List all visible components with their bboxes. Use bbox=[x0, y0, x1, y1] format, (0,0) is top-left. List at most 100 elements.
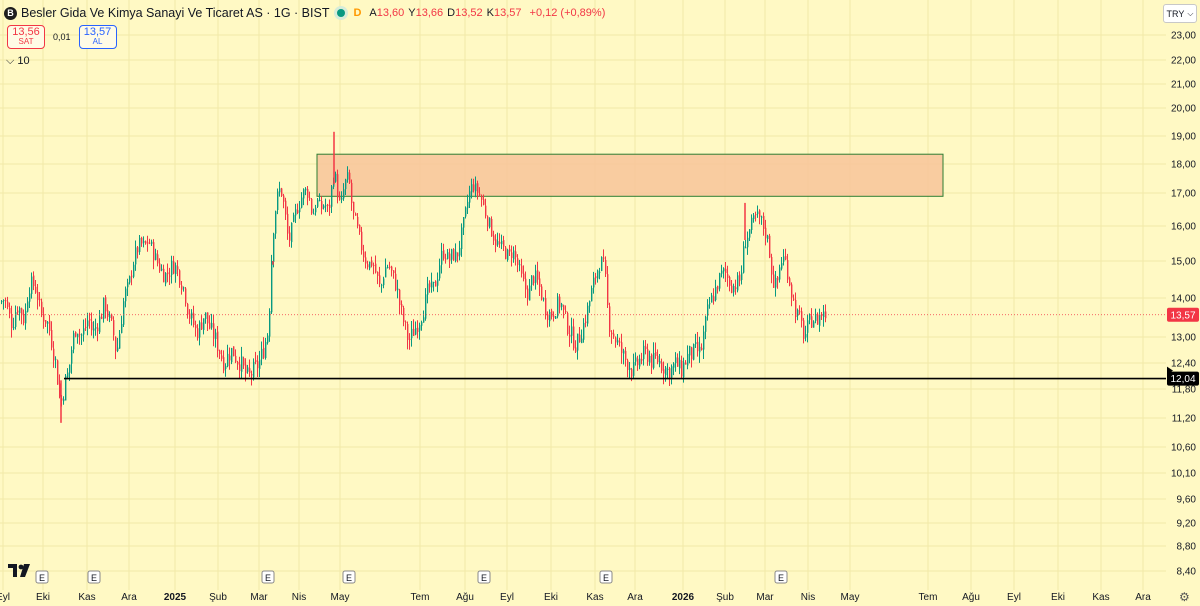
time-axis[interactable]: Eyl Eki Kas Ara 2025 Şub Mar Nis May Tem Ağu Eyl Eki… bbox=[0, 592, 1151, 603]
candle-body bbox=[541, 286, 543, 300]
candle-body bbox=[341, 197, 343, 200]
resistance-zone[interactable] bbox=[316, 153, 944, 197]
support-arrow-icon bbox=[1167, 366, 1173, 375]
earnings-marker-label: E bbox=[481, 573, 487, 583]
candle-body bbox=[287, 213, 289, 234]
candle-body bbox=[75, 332, 77, 337]
earnings-marker[interactable]: E bbox=[477, 570, 491, 584]
tradingview-logo-icon[interactable] bbox=[8, 564, 32, 583]
candle-body bbox=[793, 298, 795, 300]
candle-body bbox=[657, 355, 659, 363]
candle-body bbox=[463, 217, 465, 228]
candle-body bbox=[375, 263, 377, 273]
candle-body bbox=[441, 250, 443, 265]
x-tick-label: Kas bbox=[78, 592, 95, 603]
candle-body bbox=[101, 316, 103, 319]
price-axis[interactable]: 23,00 22,00 21,00 20,00 19,00 18,00 17,00 16,00… bbox=[1167, 31, 1199, 578]
candle-body bbox=[401, 304, 403, 308]
earnings-marker-label: E bbox=[265, 573, 271, 583]
candle-body bbox=[555, 316, 557, 319]
candle-body bbox=[615, 337, 617, 343]
symbol-title[interactable]: Besler Gida Ve Kimya Sanayi Ve Ticaret A… bbox=[21, 6, 330, 20]
earnings-marker[interactable]: E bbox=[774, 570, 788, 584]
y-tick-label: 23,00 bbox=[1171, 31, 1196, 42]
market-status-icon[interactable] bbox=[337, 9, 346, 17]
gear-icon[interactable]: ⚙ bbox=[1179, 590, 1190, 604]
candle-body bbox=[623, 350, 625, 354]
candle-body bbox=[749, 229, 751, 238]
candle-body bbox=[63, 399, 65, 402]
delayed-badge[interactable]: D bbox=[353, 7, 362, 19]
earnings-marker-box bbox=[477, 570, 491, 584]
candle-body bbox=[359, 225, 361, 233]
candle-body bbox=[527, 288, 529, 300]
candle-body bbox=[67, 372, 69, 378]
trade-buttons: 13,56 SAT 0,01 13,57 AL bbox=[7, 25, 117, 49]
candle-body bbox=[381, 284, 383, 286]
candle-body bbox=[225, 365, 227, 369]
sell-label: SAT bbox=[18, 37, 34, 46]
candle-body bbox=[47, 321, 49, 324]
candle-body bbox=[721, 270, 723, 274]
candle-body bbox=[175, 265, 177, 275]
candle-body bbox=[147, 242, 149, 244]
currency-selector[interactable]: TRY ⌵ bbox=[1163, 4, 1197, 23]
candle-body bbox=[641, 359, 643, 361]
candle-body bbox=[53, 348, 55, 361]
candle-body bbox=[77, 333, 79, 338]
candle-body bbox=[581, 338, 583, 344]
candle-body bbox=[789, 278, 791, 286]
x-tick-label: Eki bbox=[36, 592, 50, 603]
candle-body bbox=[15, 312, 17, 327]
earnings-marker[interactable]: E bbox=[87, 570, 101, 584]
buy-button[interactable]: 13,57 AL bbox=[78, 25, 117, 49]
candle-body bbox=[635, 357, 637, 362]
candle-body bbox=[167, 272, 169, 275]
candle-body bbox=[331, 186, 333, 207]
candle-body bbox=[785, 256, 787, 260]
earnings-marker[interactable]: E bbox=[261, 570, 275, 584]
candle-body bbox=[373, 265, 375, 267]
candle-body bbox=[415, 327, 417, 335]
candle-body bbox=[675, 357, 677, 364]
resistance-zone-rect[interactable] bbox=[316, 153, 944, 197]
candle-body bbox=[461, 227, 463, 250]
volume-toggle[interactable]: ⌵ 10 bbox=[6, 55, 30, 68]
x-tick-label: Mar bbox=[756, 592, 774, 603]
candle-body bbox=[255, 360, 257, 363]
candle-body bbox=[363, 251, 365, 258]
earnings-marker[interactable]: E bbox=[342, 570, 356, 584]
candle-body bbox=[503, 240, 505, 247]
y-tick-label: 14,00 bbox=[1171, 294, 1196, 305]
y-tick-label: 9,60 bbox=[1177, 495, 1197, 506]
candle-body bbox=[411, 328, 413, 339]
x-tick-label: Şub bbox=[716, 592, 734, 603]
candle-body bbox=[191, 312, 193, 319]
earnings-marker[interactable]: E bbox=[599, 570, 613, 584]
candle-body bbox=[585, 321, 587, 323]
candle-body bbox=[41, 301, 43, 314]
candle-body bbox=[25, 310, 27, 324]
candle-body bbox=[487, 216, 489, 227]
candle-body bbox=[753, 215, 755, 220]
candle-body bbox=[457, 252, 459, 257]
candle-body bbox=[177, 266, 179, 270]
x-tick-label: Ağu bbox=[962, 592, 980, 603]
candle-body bbox=[705, 316, 707, 332]
candle-body bbox=[539, 278, 541, 287]
candle-body bbox=[131, 275, 133, 277]
candle-body bbox=[811, 316, 813, 328]
candle-body bbox=[695, 342, 697, 345]
candle-body bbox=[227, 353, 229, 367]
y-tick-label: 22,00 bbox=[1171, 56, 1196, 67]
y-tick-label: 17,00 bbox=[1171, 189, 1196, 200]
candle-body bbox=[821, 315, 823, 317]
earnings-marker[interactable]: E bbox=[35, 570, 49, 584]
candle-body bbox=[819, 314, 821, 326]
candle-body bbox=[761, 216, 763, 218]
sell-button[interactable]: 13,56 SAT bbox=[7, 25, 45, 49]
sell-price: 13,56 bbox=[12, 26, 40, 38]
candle-body bbox=[663, 369, 665, 374]
ohlc-low: D13,52 bbox=[447, 7, 482, 19]
